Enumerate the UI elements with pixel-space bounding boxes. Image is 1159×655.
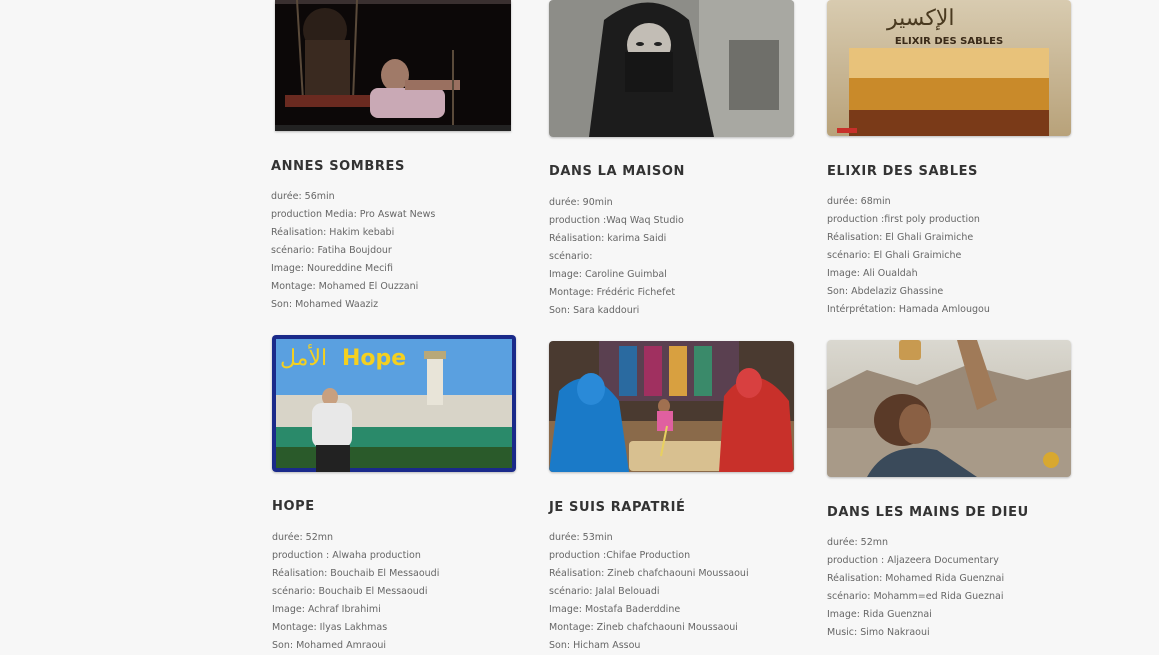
detail-line: Réalisation: Mohamed Rida Guenznai — [827, 573, 1005, 584]
film-thumbnail[interactable]: الأمل Hope — [272, 335, 516, 472]
detail-line: production : Alwaha production — [272, 550, 421, 561]
film-details: durée: 53min production :Chifae Producti… — [549, 529, 749, 655]
detail-line: durée: 52mn — [827, 537, 889, 548]
film-image — [827, 340, 1071, 477]
film-details: durée: 52mn production : Alwaha producti… — [272, 529, 439, 655]
film-title: ANNES SOMBRES — [271, 159, 405, 174]
film-details: durée: 68min production :first poly prod… — [827, 193, 990, 319]
detail-line: Image: Achraf Ibrahimi — [272, 604, 381, 615]
detail-line: Image: Ali Oualdah — [827, 268, 918, 279]
detail-line: Image: Caroline Guimbal — [549, 269, 667, 280]
poster-title: ELIXIR DES SABLES — [895, 36, 1003, 47]
film-thumbnail[interactable] — [827, 340, 1071, 477]
detail-line: Son: Mohamed Waaziz — [271, 299, 379, 310]
film-image: الأمل Hope — [272, 335, 516, 472]
film-title: DANS LES MAINS DE DIEU — [827, 505, 1029, 520]
film-details: durée: 56min production Media: Pro Aswat… — [271, 188, 435, 314]
film-thumbnail[interactable]: الإكسير ELIXIR DES SABLES — [827, 0, 1071, 136]
film-details: durée: 52mn production : Aljazeera Docum… — [827, 534, 1004, 642]
film-title: DANS LA MAISON — [549, 164, 686, 179]
detail-line: scénario: Mohamm=ed Rida Gueznai — [827, 591, 1004, 602]
film-details: durée: 90min production :Waq Waq Studio … — [549, 194, 684, 320]
detail-line: durée: 53min — [549, 532, 613, 543]
film-thumbnail[interactable] — [275, 0, 511, 131]
detail-line: Son: Sara kaddouri — [549, 305, 640, 316]
detail-line: production :first poly production — [827, 214, 980, 225]
detail-line: production Media: Pro Aswat News — [271, 209, 436, 220]
detail-line: scénario: Bouchaib El Messaoudi — [272, 586, 428, 597]
detail-line: Image: Rida Guenznai — [827, 609, 932, 620]
detail-line: Montage: Ilyas Lakhmas — [272, 622, 388, 633]
detail-line: Image: Noureddine Mecifi — [271, 263, 393, 274]
detail-line: production :Waq Waq Studio — [549, 215, 684, 226]
detail-line: Réalisation: karima Saidi — [549, 233, 667, 244]
svg-text:الأمل: الأمل — [280, 343, 327, 371]
detail-line: durée: 90min — [549, 197, 613, 208]
detail-line: production : Aljazeera Documentary — [827, 555, 999, 566]
film-thumbnail[interactable] — [549, 0, 794, 137]
detail-line: production :Chifae Production — [549, 550, 691, 561]
film-title: HOPE — [272, 499, 315, 514]
detail-line: Son: Abdelaziz Ghassine — [827, 286, 944, 297]
svg-text:الإكسير: الإكسير — [886, 6, 955, 31]
poster-title: Hope — [342, 346, 406, 371]
detail-line: Son: Mohamed Amraoui — [272, 640, 387, 651]
detail-line: scénario: — [549, 251, 593, 262]
film-title: ELIXIR DES SABLES — [827, 164, 979, 179]
detail-line: Image: Mostafa Baderddine — [549, 604, 681, 615]
film-title: JE SUIS RAPATRIÉ — [549, 500, 686, 515]
detail-line: Music: Simo Nakraoui — [827, 627, 930, 638]
film-image — [275, 0, 511, 131]
film-image — [549, 0, 794, 137]
detail-line: Montage: Zineb chafchaouni Moussaoui — [549, 622, 738, 633]
detail-line: Son: Hicham Assou — [549, 640, 641, 651]
detail-line: Montage: Mohamed El Ouzzani — [271, 281, 419, 292]
film-thumbnail[interactable] — [549, 341, 794, 472]
detail-line: scénario: Fatiha Boujdour — [271, 245, 392, 256]
detail-line: Réalisation: Hakim kebabi — [271, 227, 395, 238]
detail-line: Intérprétation: Hamada Amlougou — [827, 304, 990, 315]
film-image: الإكسير ELIXIR DES SABLES — [827, 0, 1071, 136]
detail-line: Réalisation: Bouchaib El Messaoudi — [272, 568, 440, 579]
detail-line: durée: 52mn — [272, 532, 334, 543]
detail-line: Montage: Frédéric Fichefet — [549, 287, 676, 298]
detail-line: durée: 56min — [271, 191, 335, 202]
detail-line: scénario: Jalal Belouadi — [549, 586, 660, 597]
detail-line: scénario: El Ghali Graimiche — [827, 250, 962, 261]
detail-line: Réalisation: El Ghali Graimiche — [827, 232, 974, 243]
film-image — [549, 341, 794, 472]
detail-line: Réalisation: Zineb chafchaouni Moussaoui — [549, 568, 749, 579]
detail-line: durée: 68min — [827, 196, 891, 207]
